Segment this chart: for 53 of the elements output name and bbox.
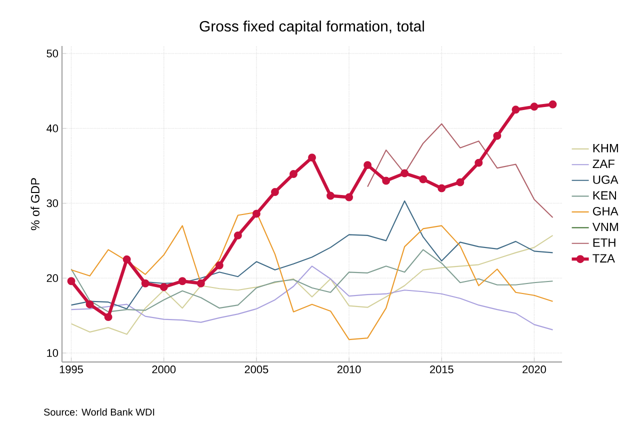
point — [530, 102, 538, 111]
source-note: Source: World Bank WDI — [44, 408, 154, 416]
line-series — [367, 123, 554, 218]
point — [86, 300, 94, 308]
legend-label: ETH — [593, 238, 616, 247]
legend-label: KEN — [593, 191, 616, 200]
point — [456, 178, 464, 186]
point — [382, 176, 390, 185]
point — [178, 277, 186, 286]
point — [438, 184, 446, 192]
y-tick-label: 40 — [46, 124, 58, 132]
point — [196, 279, 205, 288]
y-axis-title: % of GDP — [30, 178, 40, 230]
point — [512, 106, 520, 114]
x-tick-label: 1995 — [60, 366, 83, 374]
y-tick-label: 10 — [47, 349, 58, 357]
legend-label: GHA — [592, 206, 618, 216]
point — [474, 158, 483, 167]
legend-label: ZAF — [592, 160, 614, 168]
point — [493, 132, 502, 140]
point — [308, 154, 316, 162]
legend-label: TZA — [592, 254, 615, 262]
x-tick-label: 2015 — [430, 366, 454, 374]
point — [290, 170, 298, 178]
point — [122, 255, 131, 264]
point — [548, 100, 557, 108]
point — [215, 261, 224, 270]
point — [104, 313, 112, 322]
legend-label: KHM — [593, 144, 618, 152]
chart-title: Gross fixed capital formation, total — [200, 20, 424, 34]
x-tick-label: 2020 — [522, 366, 546, 374]
point — [345, 193, 354, 202]
y-tick-label: 30 — [46, 199, 58, 208]
y-tick-label: 20 — [46, 274, 58, 282]
point — [364, 161, 372, 170]
x-tick-label: 2000 — [152, 366, 176, 374]
line-series — [70, 200, 554, 310]
line-series — [70, 249, 554, 312]
point — [326, 192, 335, 200]
point — [270, 188, 279, 196]
point — [234, 231, 242, 240]
x-tick-label: 2010 — [337, 366, 361, 374]
point — [67, 277, 76, 286]
point — [252, 210, 260, 218]
point — [160, 283, 168, 292]
point — [400, 169, 409, 178]
y-tick-label: 50 — [46, 50, 58, 58]
point — [419, 175, 428, 184]
line-series — [70, 234, 554, 335]
x-tick-label: 2005 — [244, 366, 268, 374]
legend-label: VNM — [592, 222, 618, 232]
point — [141, 279, 150, 288]
legend-label: UGA — [593, 175, 618, 184]
